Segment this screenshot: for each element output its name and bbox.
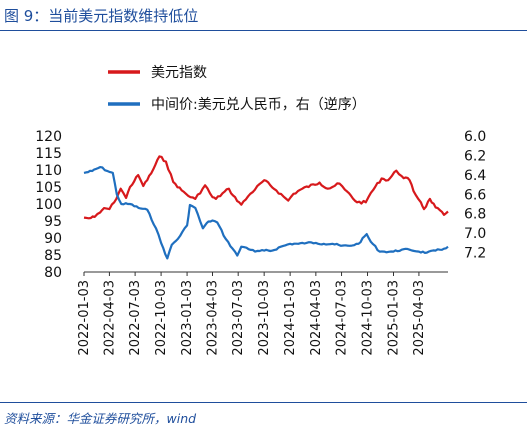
series-line-usd-index — [83, 155, 449, 220]
figure-title: 图 9：当前美元指数维持低位 — [4, 7, 199, 25]
y-left-tick-label: 120 — [35, 129, 62, 145]
x-tick-label: 2023-10-03 — [257, 280, 272, 356]
y-left-tick-label: 105 — [35, 180, 62, 196]
y-right-tick-label: 6.6 — [464, 187, 486, 203]
y-left-tick-label: 110 — [35, 163, 62, 179]
series-lines — [83, 155, 449, 260]
x-tick-label: 2024-07-03 — [335, 280, 350, 356]
y-left-tick-label: 85 — [44, 248, 62, 264]
legend-label: 中间价:美元兑人民币，右（逆序） — [151, 97, 366, 113]
figure-source: 资料来源：华金证券研究所，wind — [4, 411, 197, 426]
y-left-tick-label: 100 — [35, 197, 62, 213]
y-right-tick-label: 7.2 — [464, 246, 486, 262]
axes: 2022-01-03 2022-04-03 2022-07-03 2022-10-03… — [35, 129, 486, 356]
y-right-tick-label: 6.4 — [464, 168, 486, 184]
legend-label: 美元指数 — [151, 65, 207, 81]
x-tick-label: 2025-04-03 — [412, 280, 427, 356]
x-tick-label: 2022-10-03 — [154, 280, 169, 356]
x-tick-label: 2023-04-03 — [205, 280, 220, 356]
x-tick-label: 2024-04-03 — [309, 280, 324, 356]
x-tick-label: 2023-01-03 — [180, 280, 195, 356]
y-left-tick-label: 80 — [44, 265, 62, 281]
y-right-tick-label: 6.8 — [464, 207, 486, 223]
title-rule — [0, 30, 527, 31]
y-left-tick-label: 90 — [44, 231, 62, 247]
source-rule — [0, 402, 527, 403]
x-tick-label: 2022-04-03 — [102, 280, 117, 356]
y-right-tick-label: 6.2 — [464, 148, 486, 164]
x-tick-label: 2022-01-03 — [77, 280, 92, 356]
y-right-tick-label: 7.0 — [464, 226, 486, 242]
x-tick-label: 2022-07-03 — [128, 280, 143, 356]
x-tick-label: 2025-01-03 — [386, 280, 401, 356]
y-left-tick-label: 95 — [44, 214, 62, 230]
x-tick-label: 2023-07-03 — [231, 280, 246, 356]
x-tick-label: 2024-10-03 — [361, 280, 376, 356]
x-tick-label: 2024-01-03 — [283, 280, 298, 356]
figure-header: 图 9：当前美元指数维持低位 — [0, 0, 527, 30]
y-left-tick-label: 115 — [35, 146, 62, 162]
y-right-tick-label: 6.0 — [464, 129, 486, 145]
series-line-cny-rate — [83, 166, 449, 260]
